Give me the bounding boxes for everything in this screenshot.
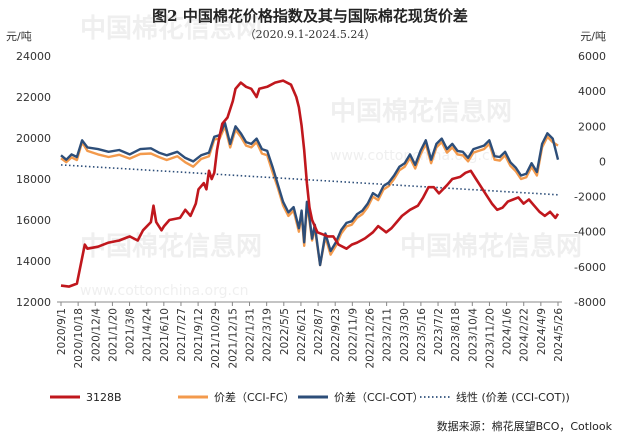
legend: 3128B 价差（CCI-FC） 价差（CCI-COT） 线性 (价差 (CCI-CO… xyxy=(50,390,570,404)
series-lines xyxy=(60,79,560,288)
x-tick-label: 2022/12/26 xyxy=(364,308,376,369)
x-tick-label: 2021/4/24 xyxy=(142,308,154,362)
x-tick-label: 2023/3/30 xyxy=(399,308,411,362)
x-tick-label: 2024/2/22 xyxy=(519,308,531,362)
x-tick-label: 2022/5/5 xyxy=(279,308,291,355)
legend-label: 线性 (价差 (CCI-COT)) xyxy=(456,390,570,404)
x-tick-label: 2022/8/7 xyxy=(313,308,325,355)
y-right-tick-label: 6000 xyxy=(578,50,606,63)
y-left-tick-label: 18000 xyxy=(16,173,51,186)
legend-label: 价差（CCI-COT） xyxy=(334,390,424,404)
legend-label: 价差（CCI-FC） xyxy=(214,390,295,404)
y-right-tick-label: 2000 xyxy=(578,120,606,133)
x-tick-label: 2024/4/9 xyxy=(536,308,548,355)
series-line-2 xyxy=(60,121,560,267)
x-tick-label: 2022/6/21 xyxy=(296,308,308,362)
watermark: 中国棉花信息网 中国棉花信息网 中国棉花信息网 中国棉花信息网 www.cott… xyxy=(80,13,582,299)
x-tick-label: 2023/5/16 xyxy=(416,308,428,362)
x-tick-label: 2022/1/31 xyxy=(245,308,257,362)
y-left-tick-label: 22000 xyxy=(16,91,51,104)
x-tick-label: 2024/1/6 xyxy=(502,308,514,355)
right-axis-unit: 元/吨 xyxy=(580,30,606,43)
watermark-brand: 中国棉花信息网 xyxy=(80,231,262,262)
y-right-tick-label: -6000 xyxy=(574,261,606,274)
y-right-tick-label: -4000 xyxy=(574,226,606,239)
series-line-3 xyxy=(60,164,559,196)
x-tick-label: 2023/11/20 xyxy=(484,308,496,369)
x-tick-label: 2021/12/15 xyxy=(227,308,239,369)
x-tick-label: 2021/10/29 xyxy=(210,308,222,369)
chart-title: 图2 中国棉花价格指数及其与国际棉花现货价差 xyxy=(152,7,468,25)
y-left-tick-label: 12000 xyxy=(16,296,51,309)
y-left-tick-label: 16000 xyxy=(16,214,51,227)
watermark-brand: 中国棉花信息网 xyxy=(330,96,512,127)
x-tick-label: 2023/7/2 xyxy=(433,308,445,355)
data-source: 数据来源：棉花展望BCO，Cotlook xyxy=(436,420,612,433)
watermark-brand: 中国棉花信息网 xyxy=(400,231,582,262)
x-tick-label: 2024/5/26 xyxy=(553,308,565,362)
y-left-tick-label: 14000 xyxy=(16,255,51,268)
x-tick-label: 2020/10/18 xyxy=(73,308,85,369)
legend-label: 3128B xyxy=(86,391,122,404)
y-left-tick-label: 24000 xyxy=(16,50,51,63)
watermark-url: www.cottonchina.org.cn xyxy=(80,283,249,299)
x-tick-label: 2021/7/27 xyxy=(176,308,188,362)
x-tick-label: 2021/9/12 xyxy=(193,308,205,362)
axes: 12000140001600018000200002200024000-8000… xyxy=(16,50,606,369)
x-tick-label: 2021/6/10 xyxy=(159,308,171,362)
x-tick-label: 2023/2/11 xyxy=(382,308,394,362)
y-right-tick-label: 0 xyxy=(599,155,606,168)
x-tick-label: 2022/9/23 xyxy=(330,308,342,362)
x-tick-label: 2021/1/20 xyxy=(107,308,119,362)
y-right-tick-label: 4000 xyxy=(578,85,606,98)
y-left-tick-label: 20000 xyxy=(16,132,51,145)
x-tick-label: 2022/3/19 xyxy=(262,308,274,362)
x-tick-label: 2023/8/18 xyxy=(450,308,462,362)
y-right-tick-label: -8000 xyxy=(574,296,606,309)
left-axis-unit: 元/吨 xyxy=(6,30,32,43)
y-right-tick-label: -2000 xyxy=(574,191,606,204)
x-tick-label: 2020/9/1 xyxy=(56,308,68,355)
x-tick-label: 2021/3/8 xyxy=(125,308,137,355)
chart-subtitle: （2020.9.1-2024.5.24） xyxy=(244,28,376,41)
watermark-brand: 中国棉花信息网 xyxy=(80,13,262,44)
x-tick-label: 2023/10/4 xyxy=(467,308,479,362)
x-tick-label: 2020/12/4 xyxy=(90,308,102,362)
x-tick-label: 2022/11/9 xyxy=(347,308,359,362)
series-line-0 xyxy=(60,79,560,288)
